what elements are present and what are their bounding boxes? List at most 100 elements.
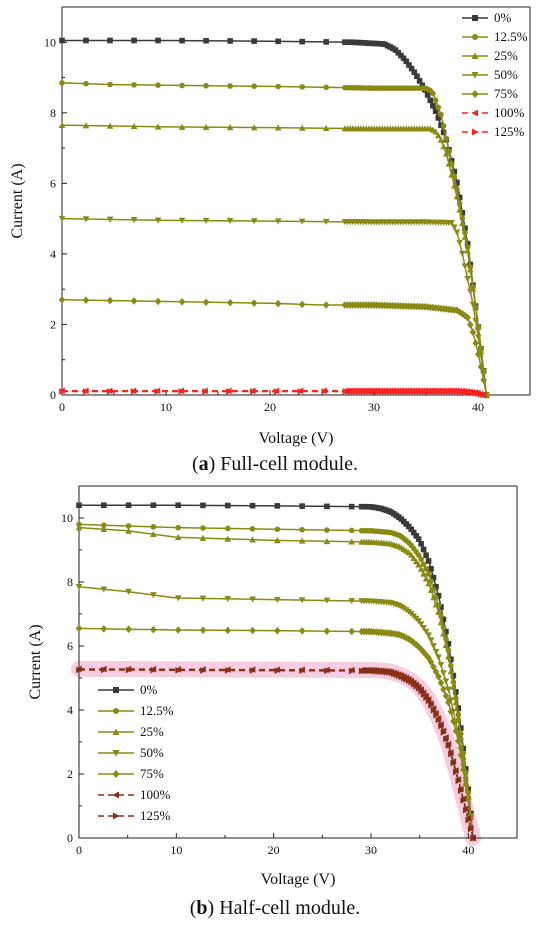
data-point (420, 691, 427, 698)
data-point (175, 502, 181, 509)
data-point (477, 363, 485, 371)
data-point (249, 388, 257, 395)
data-point (323, 537, 331, 545)
data-point (224, 535, 232, 542)
data-point (442, 678, 450, 685)
series-75% (75, 624, 477, 842)
data-point (298, 597, 306, 604)
x-tick-label: 40 (462, 843, 474, 857)
data-point (452, 727, 460, 735)
x-tick-label: 20 (264, 400, 276, 414)
data-point (150, 625, 157, 634)
chart-half-cell: 0 10 20 30 40 0 2 4 6 8 10 Voltage (V) Current (A) 0%… (27, 485, 518, 888)
data-point (459, 250, 466, 257)
data-point (202, 298, 210, 307)
data-point (430, 574, 437, 581)
data-point (433, 711, 440, 719)
data-point (324, 667, 331, 675)
data-point (422, 628, 430, 635)
data-point (451, 168, 458, 175)
data-point (199, 534, 207, 541)
data-point (125, 502, 132, 508)
data-point (472, 339, 479, 347)
data-point (438, 604, 444, 610)
data-point (467, 825, 475, 833)
data-point (462, 780, 470, 789)
x-tick-label: 30 (365, 843, 377, 857)
legend-entry: 0% (494, 10, 512, 25)
data-point (403, 58, 410, 65)
data-point (454, 179, 460, 186)
data-point (450, 683, 457, 690)
data-point (200, 525, 206, 531)
data-point (199, 626, 207, 634)
data-point (224, 667, 232, 674)
data-point (435, 592, 442, 599)
data-point (76, 666, 83, 674)
data-point (150, 666, 157, 674)
data-point (448, 171, 455, 178)
data-point (125, 588, 132, 596)
data-point (174, 595, 182, 602)
data-point (433, 583, 439, 590)
data-point (470, 834, 477, 842)
data-point (274, 626, 281, 635)
data-point (58, 295, 66, 304)
y-tick-label: 4 (67, 703, 73, 717)
data-point (447, 697, 455, 704)
data-point (107, 81, 113, 88)
legend-entry: 125% (140, 808, 171, 823)
legend-entry: 50% (140, 745, 164, 760)
data-point (423, 694, 430, 701)
data-point (462, 225, 468, 231)
data-point (398, 631, 405, 640)
data-point (440, 129, 447, 136)
data-point (299, 526, 305, 533)
data-point (150, 530, 157, 537)
data-point (348, 538, 356, 545)
data-point (174, 626, 182, 634)
data-point (59, 37, 65, 44)
legend-entry: 12.5% (140, 703, 174, 718)
caption-letter: a (198, 453, 209, 475)
data-point (83, 80, 89, 87)
data-point (475, 350, 482, 358)
data-point (58, 121, 66, 128)
data-point (460, 797, 467, 804)
data-point (323, 84, 329, 91)
y-tick-label: 6 (67, 639, 73, 653)
data-point (298, 218, 306, 225)
data-point (453, 768, 460, 776)
legend-entry: 125% (494, 124, 525, 139)
data-point (154, 123, 162, 130)
data-point (322, 301, 330, 309)
data-point (443, 735, 450, 743)
data-point (443, 135, 450, 142)
data-point (464, 275, 471, 283)
chart-full-cell: 0 10 20 30 40 0 2 4 6 8 10 Voltage (V) Current (A) 0%… (9, 6, 531, 447)
data-point (442, 641, 450, 649)
caption-text: Full-cell module. (215, 453, 359, 475)
data-point (440, 616, 447, 623)
data-point (428, 565, 434, 572)
data-point (299, 84, 305, 90)
data-point (465, 816, 472, 824)
data-point (413, 533, 419, 539)
legend-marker (113, 708, 119, 714)
data-point (298, 124, 306, 131)
data-point (440, 630, 447, 637)
data-point (425, 571, 432, 577)
data-point (425, 654, 432, 662)
caption-text: Half-cell module. (214, 897, 361, 919)
data-point (75, 584, 83, 591)
data-point (59, 80, 65, 86)
data-point (59, 388, 66, 395)
data-point (100, 625, 108, 633)
data-point (435, 608, 442, 615)
data-point (251, 38, 257, 44)
legend-marker (113, 812, 120, 820)
data-point (459, 209, 466, 216)
data-point (456, 194, 463, 201)
data-point (274, 526, 281, 533)
legend-entry: 25% (140, 724, 164, 739)
